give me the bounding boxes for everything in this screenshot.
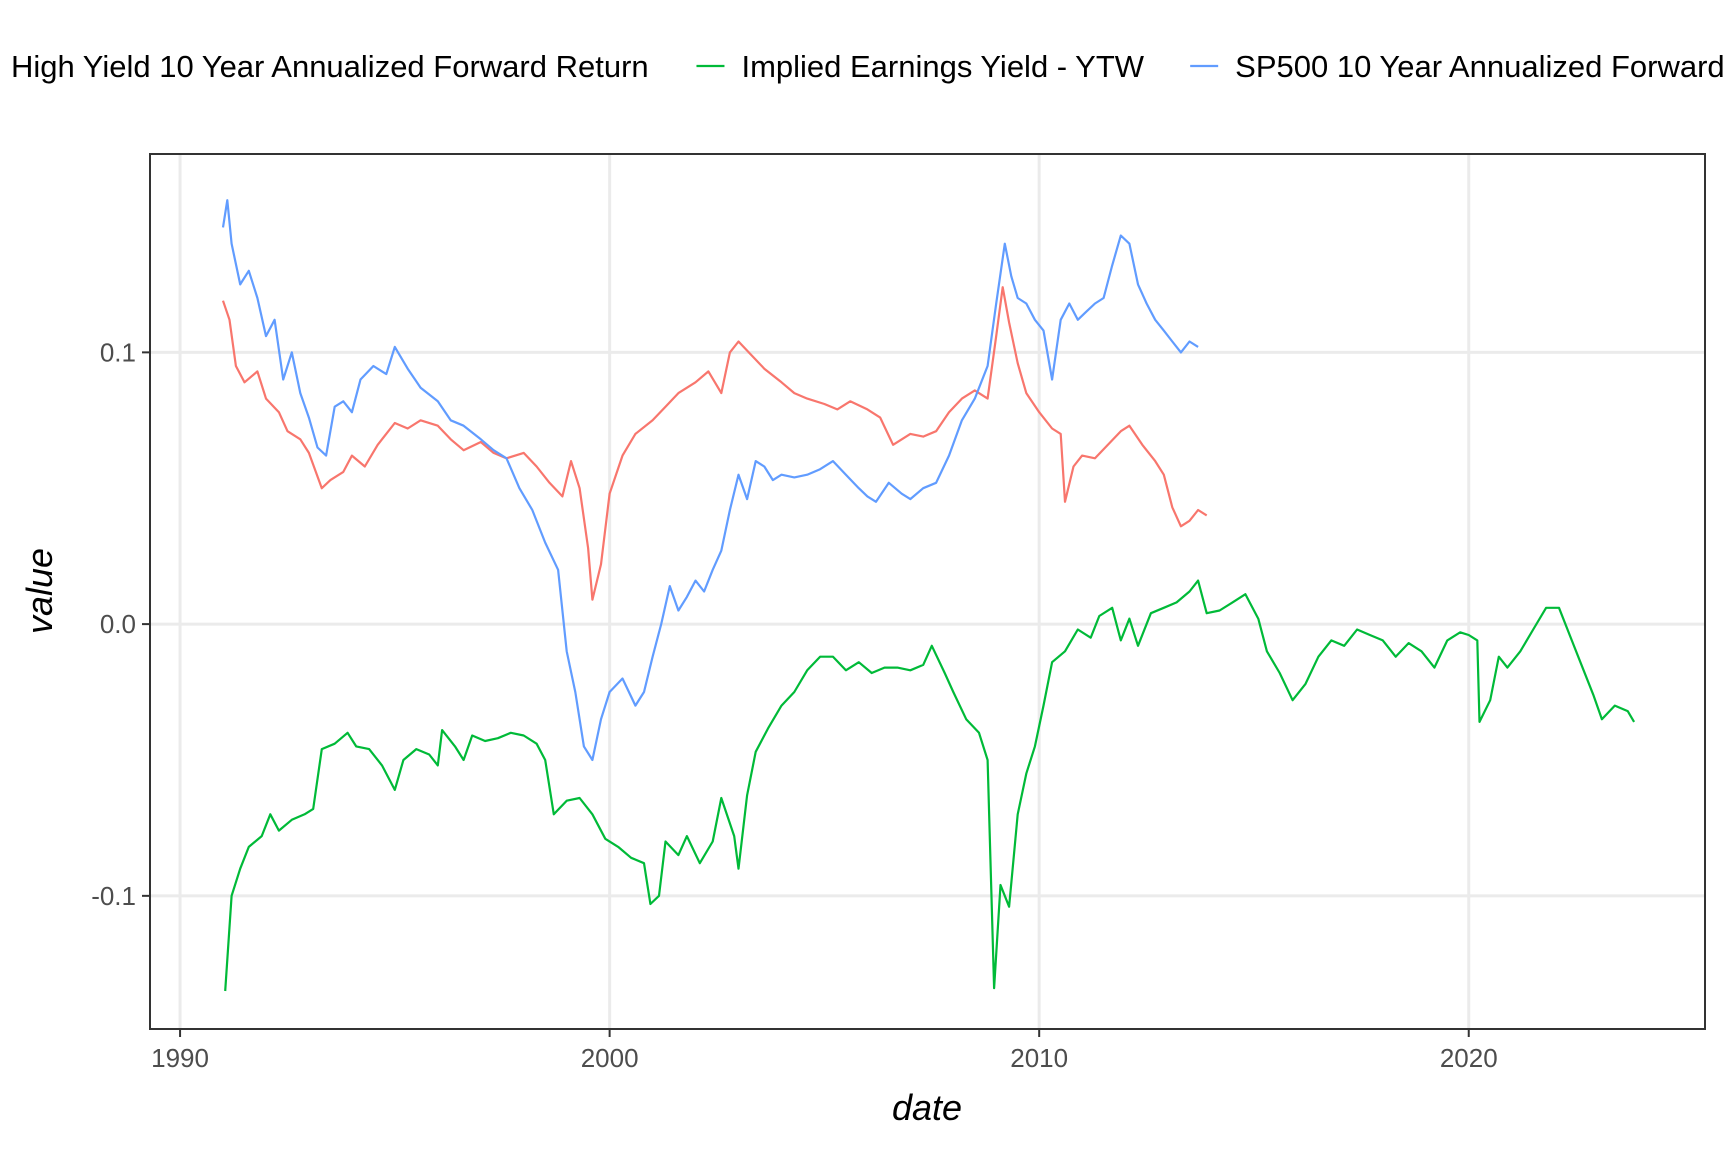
- gridlines: [150, 154, 1705, 1029]
- legend-label-1: Implied Earnings Yield - YTW: [741, 49, 1144, 84]
- plot-panel: [150, 154, 1705, 1029]
- x-tick-label: 2000: [581, 1043, 639, 1073]
- y-axis: -0.1 0.0 0.1: [91, 337, 150, 911]
- x-axis-title: date: [892, 1087, 962, 1128]
- y-tick-label: -0.1: [91, 881, 136, 911]
- x-tick-label: 2020: [1440, 1043, 1498, 1073]
- y-tick-label: 0.1: [100, 337, 136, 367]
- series-line-0: [221, 286, 1208, 601]
- legend-label-2: SP500 10 Year Annualized Forward Return: [1235, 49, 1728, 84]
- legend: High Yield 10 Year Annualized Forward Re…: [11, 49, 1728, 84]
- x-tick-label: 1990: [151, 1043, 209, 1073]
- x-tick-label: 2010: [1010, 1043, 1068, 1073]
- x-axis: 1990 2000 2010 2020: [151, 1029, 1498, 1073]
- y-axis-title: value: [19, 548, 60, 634]
- legend-label-0: High Yield 10 Year Annualized Forward Re…: [11, 49, 649, 84]
- y-tick-label: 0.0: [100, 609, 136, 639]
- series-line-1: [224, 579, 1636, 992]
- series-line-2: [221, 199, 1199, 762]
- series-lines: [221, 199, 1636, 992]
- plot-border: [149, 153, 1706, 1030]
